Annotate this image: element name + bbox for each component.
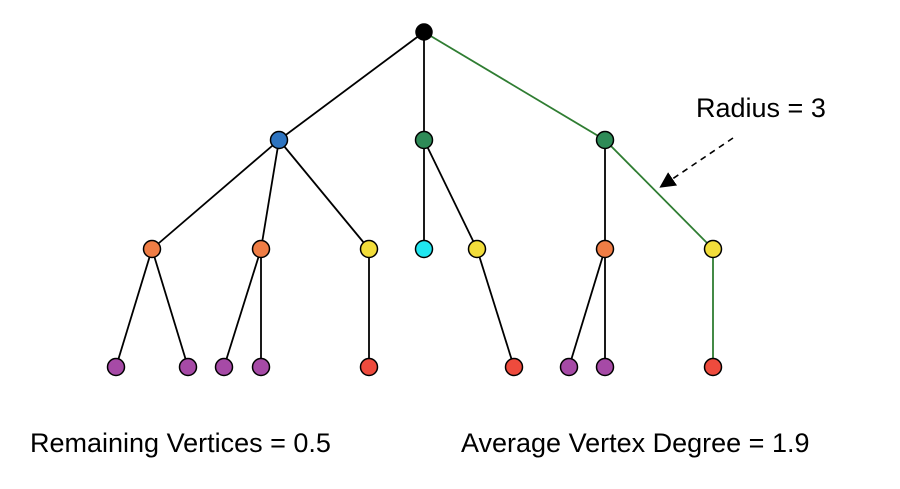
tree-node-red — [359, 357, 379, 377]
tree-node-yellow — [359, 239, 379, 259]
radius-label: Radius = 3 — [696, 93, 826, 123]
tree-edge — [278, 31, 425, 141]
tree-node-red — [504, 357, 524, 377]
tree-node-purple — [178, 357, 198, 377]
tree-edge — [278, 139, 370, 250]
tree-edge — [476, 248, 515, 368]
tree-edge — [223, 248, 262, 368]
tree-node-yellow — [703, 239, 723, 259]
tree-edge — [115, 248, 153, 368]
tree-edge — [260, 139, 280, 250]
tree-node-orange — [142, 239, 162, 259]
tree-node-purple — [106, 357, 126, 377]
tree-edge — [151, 139, 280, 250]
tree-node-purple — [251, 357, 271, 377]
tree-node-yellow — [467, 239, 487, 259]
tree-node-purple — [559, 357, 579, 377]
radius-arrow — [659, 137, 734, 188]
nodes-layer — [106, 23, 723, 377]
edges-layer — [115, 31, 714, 368]
tree-node-red — [703, 357, 723, 377]
tree-node-blue — [269, 130, 289, 150]
tree-edge — [423, 139, 478, 250]
tree-node-green — [595, 130, 615, 150]
tree-node-orange — [251, 239, 271, 259]
tree-node-orange — [595, 239, 615, 259]
tree-node-green — [414, 130, 434, 150]
tree-node-purple — [595, 357, 615, 377]
root-node — [415, 23, 433, 41]
tree-edge — [151, 248, 189, 368]
average-vertex-degree-label: Average Vertex Degree = 1.9 — [461, 428, 809, 458]
tree-node-cyan — [414, 239, 434, 259]
radius-path-edge — [604, 139, 714, 250]
tree-node-purple — [214, 357, 234, 377]
radius-path-edge — [423, 31, 606, 141]
remaining-vertices-label: Remaining Vertices = 0.5 — [30, 428, 331, 458]
tree-edge — [568, 248, 606, 368]
